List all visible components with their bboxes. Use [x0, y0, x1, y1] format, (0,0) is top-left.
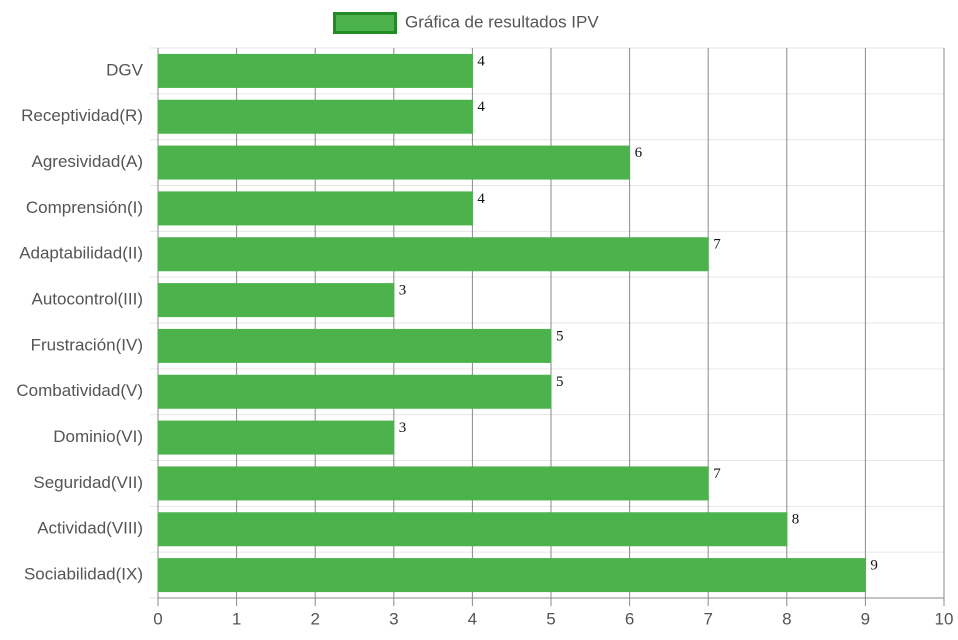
value-label: 6 — [635, 145, 643, 161]
value-label: 7 — [713, 237, 721, 253]
y-tick-label: Dominio(VI) — [53, 427, 143, 446]
x-tick-label: 5 — [546, 609, 555, 628]
y-tick-label: Autocontrol(III) — [32, 290, 144, 309]
value-label: 8 — [792, 512, 800, 528]
value-label: 3 — [399, 420, 407, 436]
y-tick-label: Agresividad(A) — [32, 152, 144, 171]
bar — [157, 466, 709, 501]
x-tick-label: 4 — [468, 609, 477, 628]
x-tick-label: 8 — [782, 609, 791, 628]
y-tick-label: Adaptabilidad(II) — [19, 244, 143, 263]
y-tick-label: Receptividad(R) — [21, 106, 143, 125]
y-tick-label: Comprensión(I) — [26, 198, 143, 217]
bar — [157, 99, 473, 134]
x-tick-label: 3 — [389, 609, 398, 628]
value-label: 4 — [477, 53, 485, 69]
value-label: 4 — [477, 191, 485, 207]
value-label: 5 — [556, 328, 564, 344]
bar — [157, 420, 395, 455]
x-tick-label: 2 — [310, 609, 319, 628]
y-tick-label: Actividad(VIII) — [37, 519, 143, 538]
x-tick-label: 7 — [703, 609, 712, 628]
value-label: 7 — [713, 466, 721, 482]
y-tick-label: Seguridad(VII) — [33, 473, 143, 492]
legend-label: Gráfica de resultados IPV — [405, 12, 599, 31]
y-tick-label: Sociabilidad(IX) — [24, 565, 143, 584]
bar — [157, 191, 473, 226]
x-tick-label: 6 — [625, 609, 634, 628]
bar — [157, 374, 552, 409]
x-tick-label: 10 — [935, 609, 954, 628]
value-label: 9 — [870, 558, 878, 574]
x-tick-label: 0 — [153, 609, 162, 628]
bar — [157, 145, 631, 180]
bar — [157, 512, 788, 547]
value-label: 5 — [556, 374, 564, 390]
x-tick-label: 9 — [861, 609, 870, 628]
bar — [157, 53, 473, 88]
x-tick-label: 1 — [232, 609, 241, 628]
y-tick-label: Combatividad(V) — [16, 381, 143, 400]
legend-swatch — [333, 12, 397, 34]
y-tick-label: Frustración(IV) — [31, 335, 143, 354]
bar — [157, 328, 552, 363]
bar — [157, 558, 866, 593]
value-label: 3 — [399, 283, 407, 299]
bar — [157, 283, 395, 318]
y-tick-label: DGV — [106, 60, 144, 79]
bar — [157, 237, 709, 272]
value-label: 4 — [477, 99, 485, 115]
